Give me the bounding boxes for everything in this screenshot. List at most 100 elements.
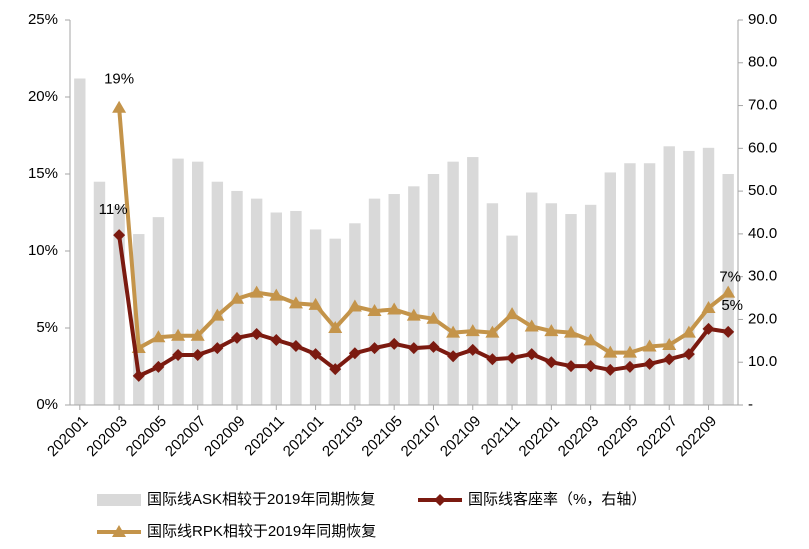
line-marker xyxy=(564,325,578,338)
bar xyxy=(427,174,440,405)
x-tick-label: 202209 xyxy=(673,413,720,460)
annotation: 19% xyxy=(104,71,134,88)
line-marker xyxy=(643,357,656,370)
bar xyxy=(192,161,204,405)
line-marker xyxy=(211,342,224,355)
bar xyxy=(113,206,125,405)
line-marker xyxy=(388,337,401,350)
line-marker xyxy=(642,339,657,352)
line-marker xyxy=(603,345,618,358)
bar xyxy=(486,203,499,405)
line-marker xyxy=(702,322,715,335)
y2-tick-label: 10.0 xyxy=(748,353,777,370)
legend-label: 国际线RPK相较于2019年同期恢复 xyxy=(147,522,376,540)
x-tick-label: 202205 xyxy=(594,413,641,460)
x-tick-label: 202011 xyxy=(241,413,288,460)
x-tick-label: 202103 xyxy=(319,413,366,460)
bar xyxy=(683,150,695,405)
line-marker xyxy=(269,288,284,301)
line-marker xyxy=(289,339,302,352)
y-tick-label: 20% xyxy=(28,88,58,105)
line-marker xyxy=(171,328,186,341)
y2-tick-label: 90.0 xyxy=(748,11,777,28)
line-marker xyxy=(506,351,519,364)
legend-marker xyxy=(434,494,446,506)
line-marker xyxy=(329,363,342,376)
y2-tick-label: 60.0 xyxy=(748,139,777,156)
bar xyxy=(270,212,282,405)
line-marker xyxy=(190,328,205,341)
x-tick-label: 202007 xyxy=(162,413,209,460)
line-marker xyxy=(172,348,185,361)
bar xyxy=(526,192,538,405)
y2-tick-label: 20.0 xyxy=(748,310,777,327)
line-marker xyxy=(465,324,480,337)
line-marker xyxy=(407,342,420,355)
y2-tick-label: 70.0 xyxy=(748,97,777,114)
line-marker xyxy=(604,363,617,376)
y2-tick-label: 80.0 xyxy=(748,54,777,71)
line-marker xyxy=(231,331,243,344)
line-marker xyxy=(250,327,263,340)
line-marker xyxy=(191,348,204,361)
legend-label: 国际线客座率（%，右轴） xyxy=(468,491,646,508)
line-marker xyxy=(368,342,381,355)
y-tick-label: 10% xyxy=(28,242,58,259)
line-marker xyxy=(662,337,677,350)
line-marker xyxy=(485,325,500,338)
line-marker xyxy=(505,307,520,320)
x-tick-label: 202207 xyxy=(633,413,680,460)
line-marker xyxy=(486,353,499,366)
line-marker xyxy=(387,302,402,315)
bar xyxy=(368,198,381,405)
line-marker xyxy=(347,299,362,312)
bar xyxy=(506,235,518,405)
line-marker xyxy=(545,356,558,369)
x-tick-label: 202109 xyxy=(437,413,484,460)
x-tick-label: 202005 xyxy=(123,413,170,460)
legend-swatch xyxy=(97,494,141,506)
line-marker xyxy=(544,324,559,337)
line-marker xyxy=(681,325,696,338)
x-tick-label: 202203 xyxy=(555,413,602,460)
line-marker xyxy=(249,285,264,298)
bar xyxy=(250,198,263,405)
bar xyxy=(388,194,400,405)
line-marker xyxy=(270,333,283,346)
y-tick-label: 0% xyxy=(36,396,58,413)
y2-tick-label: 40.0 xyxy=(748,225,777,242)
line xyxy=(117,234,729,378)
bar xyxy=(74,78,86,406)
y2-tick-label: 30.0 xyxy=(748,268,777,285)
line xyxy=(117,107,730,355)
line-marker xyxy=(583,333,598,346)
line-marker xyxy=(721,285,736,298)
bar xyxy=(604,172,616,405)
line-marker xyxy=(565,360,577,373)
line-marker xyxy=(663,353,676,366)
bar xyxy=(349,223,361,405)
line-marker xyxy=(308,297,323,310)
y2-tick-label: - xyxy=(748,396,753,413)
line-marker xyxy=(406,308,421,321)
line-marker xyxy=(152,360,165,373)
line-marker xyxy=(622,345,637,358)
line-marker xyxy=(447,350,460,363)
y-tick-label: 5% xyxy=(36,319,58,336)
annotation: 5% xyxy=(721,297,743,314)
bar xyxy=(93,181,106,405)
line-marker xyxy=(682,348,695,361)
bar xyxy=(643,163,656,405)
bar xyxy=(211,181,224,405)
bar xyxy=(172,158,184,405)
y2-tick-label: 50.0 xyxy=(748,182,777,199)
line-marker xyxy=(309,348,322,361)
line-marker xyxy=(113,229,126,242)
x-tick-label: 202201 xyxy=(516,413,563,460)
line-marker xyxy=(584,360,597,373)
bar xyxy=(584,204,597,405)
y-tick-label: 25% xyxy=(28,11,58,28)
line-marker xyxy=(328,321,343,333)
bar xyxy=(467,157,479,405)
